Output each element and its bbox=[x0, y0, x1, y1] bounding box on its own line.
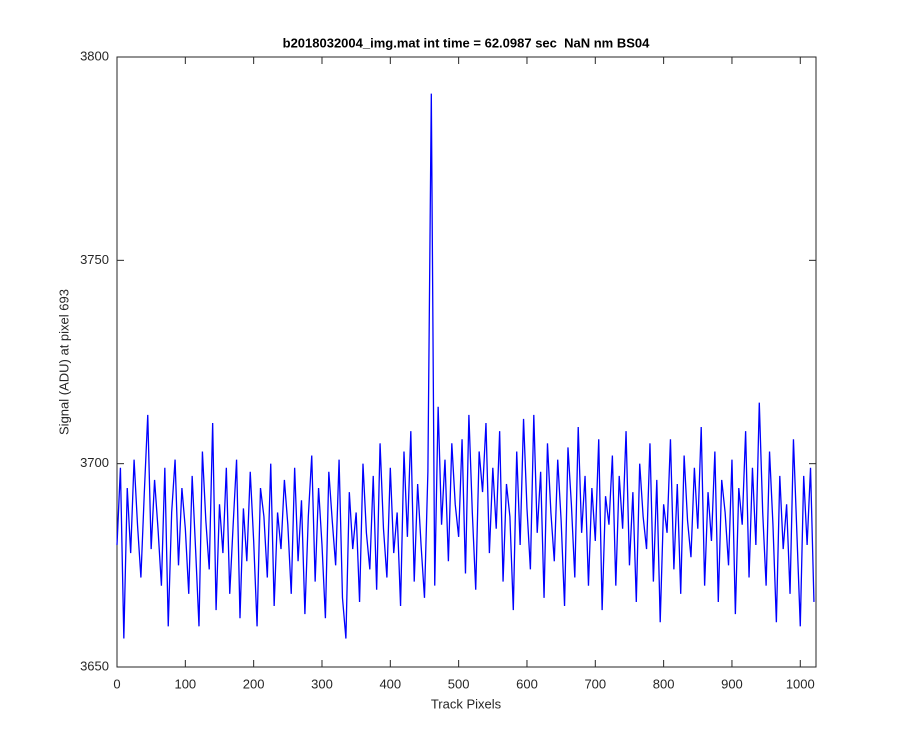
y-tick-label: 3700 bbox=[80, 455, 109, 470]
y-tick-label: 3650 bbox=[80, 658, 109, 673]
x-tick-label: 0 bbox=[113, 676, 120, 691]
x-tick-label: 1000 bbox=[786, 676, 815, 691]
x-tick-label: 500 bbox=[448, 676, 470, 691]
y-tick-label: 3800 bbox=[80, 48, 109, 63]
x-tick-label: 400 bbox=[379, 676, 401, 691]
x-tick-label: 200 bbox=[243, 676, 265, 691]
x-tick-label: 100 bbox=[174, 676, 196, 691]
x-tick-label: 300 bbox=[311, 676, 333, 691]
x-tick-label: 700 bbox=[584, 676, 606, 691]
data-line bbox=[116, 93, 815, 639]
x-tick-label: 800 bbox=[653, 676, 675, 691]
x-axis-label: Track Pixels bbox=[431, 696, 502, 711]
y-tick-label: 3750 bbox=[80, 252, 109, 267]
y-axis-label: Signal (ADU) at pixel 693 bbox=[56, 289, 71, 435]
x-tick-label: 600 bbox=[516, 676, 538, 691]
plot-box bbox=[116, 56, 817, 668]
x-tick-label: 900 bbox=[721, 676, 743, 691]
chart-title: b2018032004_img.mat int time = 62.0987 s… bbox=[283, 35, 650, 50]
